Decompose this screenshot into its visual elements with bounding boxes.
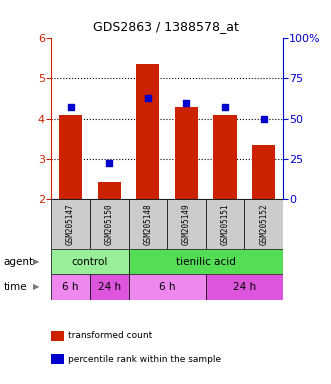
Text: transformed count: transformed count bbox=[68, 331, 152, 341]
Bar bbox=[136, 65, 160, 199]
Text: ▶: ▶ bbox=[33, 282, 40, 291]
Text: time: time bbox=[3, 282, 27, 292]
Text: GSM205150: GSM205150 bbox=[105, 203, 114, 245]
Text: tienilic acid: tienilic acid bbox=[176, 257, 236, 267]
Text: GSM205151: GSM205151 bbox=[220, 203, 230, 245]
Point bbox=[145, 94, 151, 101]
Bar bbox=[51, 199, 90, 249]
Text: percentile rank within the sample: percentile rank within the sample bbox=[68, 354, 221, 364]
Text: GSM205147: GSM205147 bbox=[66, 203, 75, 245]
Text: control: control bbox=[72, 257, 108, 267]
Text: 6 h: 6 h bbox=[62, 282, 79, 292]
Point bbox=[222, 104, 228, 111]
Text: GSM205152: GSM205152 bbox=[259, 203, 268, 245]
Text: 24 h: 24 h bbox=[233, 282, 256, 292]
Bar bbox=[252, 145, 275, 199]
Bar bbox=[51, 274, 90, 300]
Bar bbox=[128, 249, 283, 274]
Point bbox=[68, 104, 73, 111]
Point bbox=[261, 116, 266, 122]
Bar bbox=[59, 114, 82, 199]
Bar bbox=[206, 199, 244, 249]
Bar bbox=[98, 182, 121, 199]
Text: GSM205148: GSM205148 bbox=[143, 203, 152, 245]
Bar bbox=[175, 108, 198, 199]
Bar bbox=[90, 199, 128, 249]
Point bbox=[107, 161, 112, 167]
Bar bbox=[167, 199, 206, 249]
Point bbox=[184, 99, 189, 106]
Bar bbox=[128, 199, 167, 249]
Text: agent: agent bbox=[3, 257, 33, 267]
Text: 6 h: 6 h bbox=[159, 282, 175, 292]
Bar bbox=[128, 274, 206, 300]
Text: 24 h: 24 h bbox=[98, 282, 121, 292]
Text: GSM205149: GSM205149 bbox=[182, 203, 191, 245]
Bar bbox=[244, 199, 283, 249]
Bar bbox=[90, 274, 128, 300]
Bar bbox=[206, 274, 283, 300]
Bar bbox=[213, 114, 237, 199]
Bar bbox=[51, 249, 128, 274]
Text: GDS2863 / 1388578_at: GDS2863 / 1388578_at bbox=[93, 20, 238, 33]
Text: ▶: ▶ bbox=[33, 257, 40, 266]
